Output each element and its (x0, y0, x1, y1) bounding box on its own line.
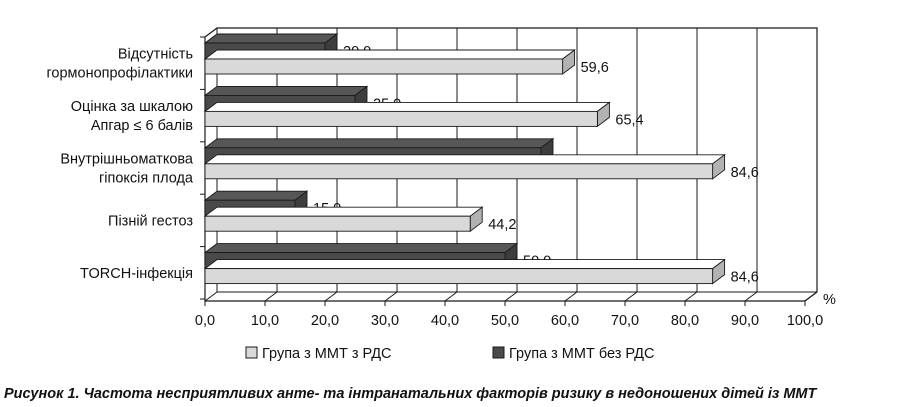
floor-gridline (444, 291, 458, 302)
x-tick-label: 80,0 (671, 313, 699, 329)
bar-top-face (203, 154, 726, 165)
bar-front-face (204, 268, 714, 285)
x-tick-label: 60,0 (551, 313, 579, 329)
x-tick-label: 0,0 (195, 313, 215, 329)
floor-gridline (804, 291, 818, 302)
bar-series-1 (203, 206, 484, 233)
floor-gridline (564, 291, 578, 302)
bar-front-face (204, 163, 714, 180)
floor-left-edge (204, 291, 218, 302)
x-tick-label: 50,0 (491, 313, 519, 329)
category-label: Оцінка за шкалою (71, 99, 193, 115)
category-label: TORCH-інфекція (80, 266, 193, 282)
figure-caption: Рисунок 1. Частота несприятливих анте- т… (4, 386, 818, 402)
bar-top-face (203, 259, 726, 270)
legend-label-series-1: Група з ММТ з РДС (262, 346, 392, 362)
bar-series-1 (203, 49, 576, 75)
floor-gridline (684, 291, 698, 302)
x-tick-label: 30,0 (371, 313, 399, 329)
x-tick-label: 20,0 (311, 313, 339, 329)
data-label: 84,6 (731, 165, 759, 181)
bar-front-face (204, 58, 564, 75)
bars: 20,059,625,065,484,615,044,250,084,6 (203, 33, 759, 286)
floor-gridline (264, 291, 278, 302)
floor-gridline (384, 291, 398, 302)
category-labels: Відсутність гормонопрофілактики Оцінка за … (46, 47, 193, 282)
bar-top-face (203, 85, 369, 96)
bar-top-face (203, 206, 484, 217)
category-label: Відсутність (118, 47, 193, 63)
x-tick-labels: 0,0 10,0 20,0 30,0 40,0 50,0 60,0 70,0 80,0 90,0 1… (195, 313, 823, 329)
bar-series-1 (203, 258, 726, 285)
floor-gridline (324, 291, 338, 302)
bar-series-1 (203, 101, 611, 128)
bar-top-face (203, 101, 611, 112)
bar-front-face (204, 110, 598, 127)
bar-top-face (203, 243, 519, 254)
legend-label-series-2: Група з ММТ без РДС (509, 346, 654, 362)
category-label: Пізній гестоз (108, 213, 193, 229)
bar-top-face (203, 49, 576, 60)
data-label: 44,2 (488, 217, 516, 233)
x-tick-label: 100,0 (787, 313, 823, 329)
floor-gridline (744, 291, 758, 302)
x-tick-label: 70,0 (611, 313, 639, 329)
legend-swatch-series-1 (245, 346, 258, 359)
bar-top-face (203, 33, 339, 44)
floor-gridline (624, 291, 638, 302)
category-label: гіпоксія плода (99, 171, 194, 187)
bar-front-face (204, 215, 471, 232)
data-label: 84,6 (731, 270, 759, 286)
category-label: Апгар ≤ 6 балів (91, 118, 193, 134)
legend-swatch-series-2 (492, 346, 505, 359)
x-unit-label: % (823, 292, 836, 308)
category-label: гормонопрофілактики (46, 66, 193, 82)
legend: Група з ММТ з РДС Група з ММТ без РДС (245, 346, 654, 362)
bar-top-face (203, 138, 555, 149)
x-tick-label: 10,0 (251, 313, 279, 329)
data-label: 59,6 (581, 60, 609, 76)
data-label: 65,4 (615, 112, 643, 128)
bar-top-face (203, 190, 309, 201)
bar-series-1 (203, 153, 726, 180)
floor-gridline (504, 291, 518, 302)
x-tick-label: 90,0 (731, 313, 759, 329)
x-tick-label: 40,0 (431, 313, 459, 329)
category-label: Внутрішньоматкова (60, 152, 194, 168)
